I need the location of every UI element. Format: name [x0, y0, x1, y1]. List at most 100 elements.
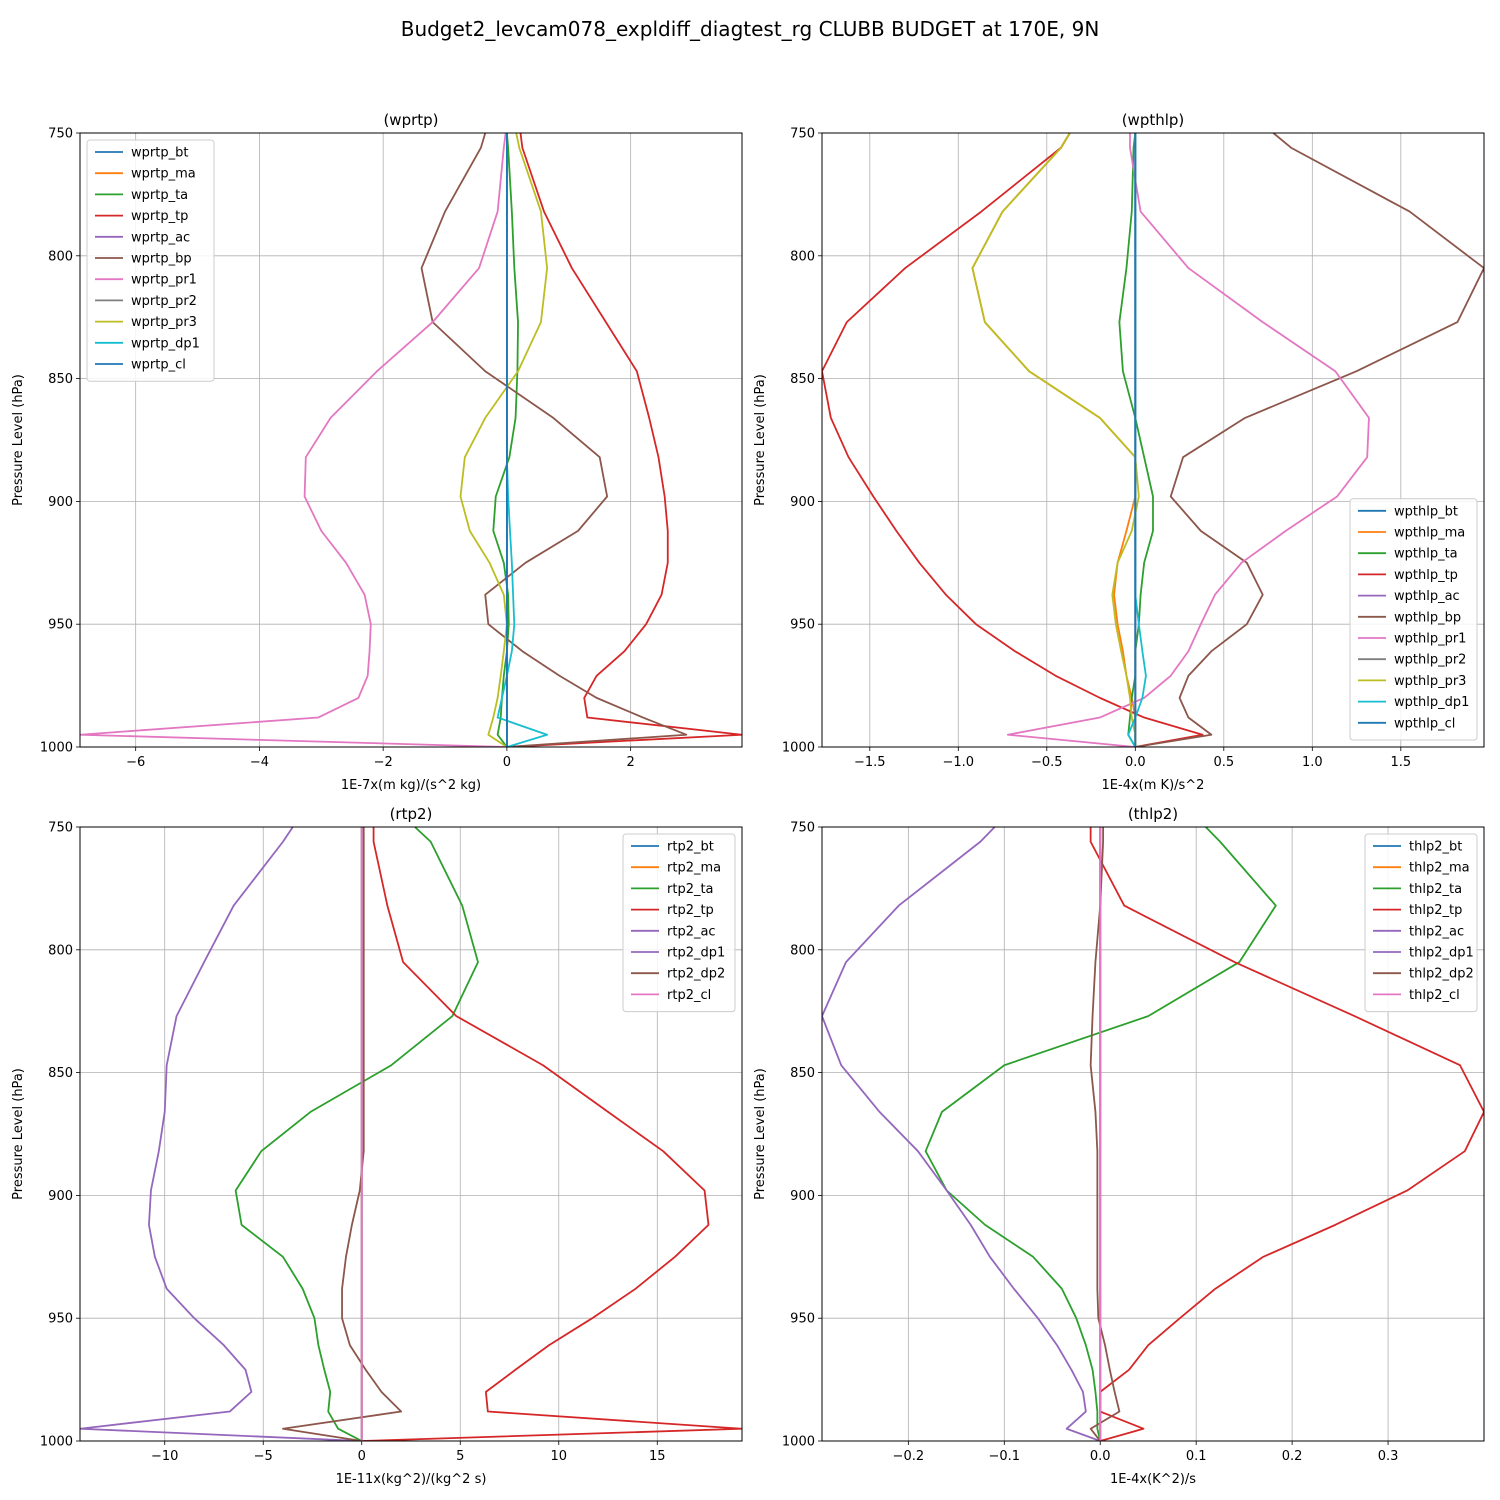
x-tick-label: 1.0 — [1302, 755, 1323, 770]
axes-frame — [821, 826, 1485, 1442]
legend: rtp2_bt rtp2_ma rtp2_ta rtp2_tp rtp2_ac rtp2_… — [622, 833, 736, 1013]
legend: wpthlp_bt wpthlp_ma wpthlp_ta wpthlp_tpwpth… — [1349, 498, 1478, 741]
y-tick-label: 900 — [790, 495, 815, 510]
x-tick-label: 5 — [456, 1449, 464, 1464]
series-line-rtp2_tp — [361, 827, 742, 1441]
y-axis-label: Pressure Level (hPa) — [11, 1068, 26, 1200]
legend-label: thlp2_ta — [1409, 882, 1462, 897]
y-tick-label: 750 — [790, 127, 815, 142]
x-tick-label: 15 — [649, 1449, 666, 1464]
y-tick-label: 750 — [48, 127, 73, 142]
legend-label: wpthlp_pr3 — [1394, 674, 1466, 689]
x-tick-label: −10 — [151, 1449, 178, 1464]
series-line-wpthlp_ta — [1118, 133, 1154, 747]
legend-label: wpthlp_ac — [1394, 589, 1460, 604]
legend-label: thlp2_dp2 — [1409, 967, 1474, 982]
legend-label: rtp2_ma — [667, 861, 721, 876]
y-tick-label: 850 — [790, 372, 815, 387]
x-tick-label: 0.2 — [1282, 1449, 1303, 1464]
series-lines — [80, 827, 742, 1441]
x-tick-label: −2 — [374, 755, 393, 770]
axes-frame — [821, 132, 1485, 748]
x-tick-label: 0.1 — [1186, 1449, 1207, 1464]
series-line-rtp2_dp1 — [80, 827, 362, 1441]
y-axis-label: Pressure Level (hPa) — [11, 374, 26, 506]
legend-label: rtp2_cl — [667, 988, 711, 1003]
legend-label: rtp2_dp1 — [667, 946, 725, 961]
panel-3: −0.2 −0.1 0.0 0.1 0.2 0.3 750 800 850 900 950 1000 (… — [753, 805, 1485, 1487]
legend-label: wprtp_ma — [131, 167, 196, 182]
panel-title: (wpthlp) — [1122, 111, 1185, 129]
x-tick-label: 0 — [358, 1449, 366, 1464]
panel-0: −6 −4 −2 0 2 750 800 850 900 950 1000 (wprtp) 1E-7x(… — [11, 111, 743, 793]
x-tick-label: −1.0 — [943, 755, 975, 770]
legend-label: wpthlp_ma — [1394, 526, 1465, 541]
series-line-wpthlp_pr3 — [971, 133, 1140, 747]
y-tick-label: 950 — [48, 1312, 73, 1327]
x-tick-label: 0.3 — [1378, 1449, 1399, 1464]
x-axis-label: 1E-4x(K^2)/s — [1110, 1472, 1196, 1487]
x-tick-label: 2 — [626, 755, 634, 770]
series-line-thlp2_dp2 — [1089, 827, 1121, 1441]
series-lines — [822, 133, 1484, 747]
y-tick-label: 850 — [790, 1066, 815, 1081]
y-tick-label: 900 — [48, 1189, 73, 1204]
legend-label: rtp2_dp2 — [667, 967, 725, 982]
legend-label: thlp2_cl — [1409, 988, 1460, 1003]
x-tick-label: −0.1 — [989, 1449, 1021, 1464]
series-lines — [80, 133, 742, 747]
legend-label: wprtp_bt — [131, 146, 188, 161]
x-tick-label: −0.2 — [893, 1449, 925, 1464]
y-tick-label: 1000 — [40, 741, 73, 756]
y-tick-label: 1000 — [40, 1435, 73, 1450]
x-tick-label: −6 — [126, 755, 145, 770]
series-line-wpthlp_bp — [1135, 133, 1484, 747]
y-tick-label: 950 — [48, 618, 73, 633]
legend-label: rtp2_tp — [667, 903, 714, 918]
x-axis-label: 1E-4x(m K)/s^2 — [1102, 778, 1205, 793]
legend-label: wprtp_bp — [131, 252, 192, 267]
panels: −6 −4 −2 0 2 750 800 850 900 950 1000 (wprtp) 1E-7x(… — [11, 111, 1485, 1487]
legend-label: rtp2_ac — [667, 924, 716, 939]
y-axis-label: Pressure Level (hPa) — [753, 374, 768, 506]
legend-label: wpthlp_dp1 — [1394, 695, 1469, 710]
legend-label: wprtp_pr1 — [131, 273, 197, 288]
y-tick-label: 850 — [48, 1066, 73, 1081]
x-tick-label: 10 — [550, 1449, 567, 1464]
legend-label: wprtp_ac — [131, 230, 190, 245]
legend-label: wprtp_dp1 — [131, 336, 200, 351]
y-tick-label: 900 — [790, 1189, 815, 1204]
x-axis-label: 1E-11x(kg^2)/(kg^2 s) — [336, 1472, 487, 1487]
series-line-wprtp_tp — [506, 133, 742, 747]
x-tick-label: 0.0 — [1125, 755, 1146, 770]
legend-label: wprtp_tp — [131, 209, 188, 224]
legend-label: wpthlp_cl — [1394, 716, 1455, 731]
legend-label: thlp2_bt — [1409, 840, 1462, 855]
x-tick-label: −4 — [250, 755, 269, 770]
panel-title: (rtp2) — [390, 805, 433, 823]
panel-title: (wprtp) — [383, 111, 438, 129]
series-line-wpthlp_pr1 — [1006, 133, 1370, 747]
legend-label: rtp2_bt — [667, 840, 714, 855]
legend-label: wprtp_cl — [131, 358, 186, 373]
legend-label: wprtp_pr2 — [131, 294, 197, 309]
axes-frame — [79, 132, 743, 748]
series-line-wprtp_bp — [420, 133, 688, 747]
legend-label: thlp2_ac — [1409, 924, 1464, 939]
legend-label: wpthlp_ta — [1394, 547, 1458, 562]
series-line-wpthlp_tp — [822, 133, 1204, 747]
legend-box — [622, 833, 736, 1013]
y-tick-label: 800 — [48, 249, 73, 264]
series-line-rtp2_ta — [234, 827, 479, 1441]
legend-label: thlp2_ma — [1409, 861, 1470, 876]
y-tick-label: 850 — [48, 372, 73, 387]
series-line-wprtp_pr3 — [459, 133, 549, 747]
legend-label: thlp2_tp — [1409, 903, 1462, 918]
legend-label: thlp2_dp1 — [1409, 946, 1474, 961]
y-axis-label: Pressure Level (hPa) — [753, 1068, 768, 1200]
x-tick-label: −5 — [254, 1449, 273, 1464]
y-tick-label: 800 — [790, 249, 815, 264]
x-tick-label: 0 — [503, 755, 511, 770]
y-tick-label: 800 — [790, 943, 815, 958]
